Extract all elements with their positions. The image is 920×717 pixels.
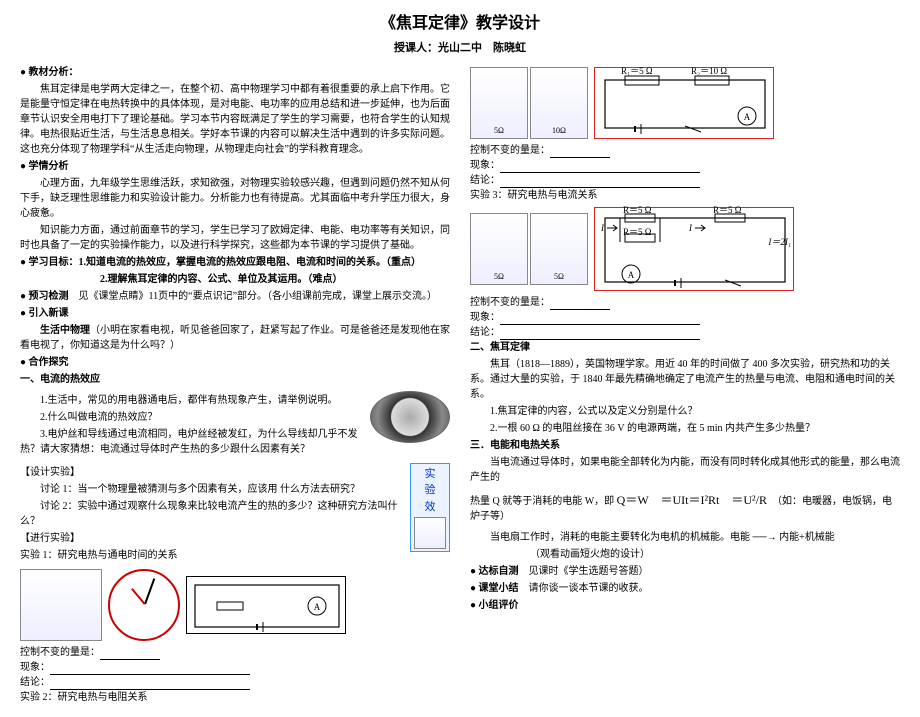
svg-text:A: A: [314, 602, 321, 612]
svg-text:A: A: [628, 270, 635, 280]
i-label-1: I: [601, 222, 604, 236]
right-column: 5Ω 10Ω A R₁＝5 Ω R₂＝10 Ω 控制不变的量是： 现象： 结论：…: [470, 63, 900, 705]
section-goal-2: 2.理解焦耳定律的内容、公式、单位及其运用。（难点）: [20, 272, 450, 287]
section-materials-h: ● 教材分析：: [20, 65, 450, 80]
discuss2: 讨论 2：实验中通过观察什么现象来比较电流产生的热的多少？这种研究方法叫什么？: [20, 499, 404, 529]
r1-label: R₁＝5 Ω: [621, 65, 653, 79]
fill-a2: 控制不变的量是：: [470, 143, 900, 158]
circuit-simple-svg: A: [187, 577, 347, 635]
fill-c1: 结论：: [20, 675, 450, 690]
expbox-l3: 效: [413, 499, 447, 516]
tube-r-2: 5Ω: [531, 271, 587, 283]
exp3: 实验 3：研究电热与电流关系: [470, 188, 900, 203]
joule-q1: 1.焦耳定律的内容，公式以及定义分别是什么？: [470, 404, 900, 419]
discuss1: 讨论 1：当一个物理量被猜测与多个因素有关，应该用 什么方法去研究？: [20, 482, 404, 497]
section-explore-sub: 一、电流的热效应: [20, 372, 450, 387]
q1: 1.生活中，常见的用电器通电后，都伴有热现象产生，请举例说明。: [20, 393, 364, 408]
design-label: 【设计实验】: [20, 465, 404, 480]
i2-label: I＝2I₁: [768, 236, 791, 250]
rel-p3: 当电扇工作时，消耗的电能主要转化为电机的机械能。电能 ──→ 内能+机械能: [470, 530, 900, 545]
rel-h: 三．电能和电热关系: [470, 438, 900, 453]
i-label-2: I: [689, 222, 692, 236]
r-label-2: R＝5 Ω: [623, 226, 651, 240]
page-title: 《焦耳定律》教学设计: [20, 12, 900, 36]
circuit-parallel: A R＝5 Ω R＝5 Ω R＝5 Ω I I I＝2I₁: [594, 207, 794, 291]
exp2: 实验 2：研究电热与电阻关系: [20, 690, 450, 705]
fill-a3: 控制不变的量是：: [470, 295, 900, 310]
end-2: ● 课堂小结 请你谈一谈本节课的收获。: [470, 581, 900, 596]
section-learners-p1: 心理方面，九年级学生思维活跃，求知欲强，对物理实验较感兴趣，但遇到问题仍然不知从…: [20, 176, 450, 221]
joule-p1: 焦耳（1818—1889），英国物理学家。用近 40 年的时间做了 400 多次…: [470, 357, 900, 402]
fill-b2: 现象：: [470, 158, 900, 173]
expbox-l1: 实: [413, 466, 447, 483]
section-goal: ● 学习目标：1.知道电流的热效应，掌握电流的热效应跟电阻、电流和时间的关系。（…: [20, 255, 450, 270]
tube-r-1: 10Ω: [531, 125, 587, 137]
expbox-l2: 验: [413, 482, 447, 499]
fill-a1: 控制不变的量是：: [20, 645, 450, 660]
section-materials-body: 焦耳定律是电学两大定律之一，在整个初、高中物理学习中都有着很重要的承上启下作用。…: [20, 82, 450, 157]
exp1: 实验 1：研究电热与通电时间的关系: [20, 548, 404, 563]
circuit-r1r2: A R₁＝5 Ω R₂＝10 Ω: [594, 67, 774, 139]
r-label-3: R＝5 Ω: [713, 204, 741, 218]
expbox-mini-tube: [414, 517, 446, 549]
end-1: ● 达标自测 见课时《学生选题号答题）: [470, 564, 900, 579]
joule-q2: 2.一根 60 Ω 的电阻丝接在 36 V 的电源两端，在 5 min 内共产生…: [470, 421, 900, 436]
rel-p1: 当电流通过导体时，如果电能全部转化为内能，而没有同时转化成其他形式的能量，那么电…: [470, 455, 900, 485]
r-label-1: R＝5 Ω: [623, 204, 651, 218]
section-intro-body: 生活中物理（小明在家看电视，听见爸爸回家了，赶紧写起了作业。可是爸爸还是发现他在…: [20, 323, 450, 353]
fill-c2: 结论：: [470, 173, 900, 188]
svg-text:A: A: [744, 112, 751, 122]
page-subtitle: 授课人：光山二中 陈晓虹: [20, 40, 900, 57]
tube-l-1: 5Ω: [471, 125, 527, 137]
q2: 2.什么叫做电流的热效应？: [20, 410, 364, 425]
circuit-simple: A: [186, 576, 346, 634]
r2-label: R₂＝10 Ω: [691, 65, 727, 79]
rel-p2: 热量 Q 就等于消耗的电能 W，即 Q＝W ＝UIt＝I²Rt ＝U²/R （如…: [470, 491, 900, 524]
tube-l-2: 5Ω: [471, 271, 527, 283]
u-tubes-pair-2: 5Ω 5Ω: [470, 213, 588, 285]
experiment-sidebar-box: 实 验 效: [410, 463, 450, 553]
section-preview: ● 预习检测 见《课堂点睛》11页中的“要点识记”部分。（各小组课前完成，课堂上…: [20, 289, 450, 304]
fill-c3: 结论：: [470, 325, 900, 340]
u-tube-img-1: [20, 569, 102, 641]
u-tubes-pair-1: 5Ω 10Ω: [470, 67, 588, 139]
circuit-parallel-svg: A: [595, 208, 795, 292]
section-intro-h: ● 引入新课: [20, 306, 450, 321]
left-column: ● 教材分析： 焦耳定律是电学两大定律之一，在整个初、高中物理学习中都有着很重要…: [20, 63, 450, 705]
section-learners-h: ● 学情分析: [20, 159, 450, 174]
coil-image: [370, 391, 450, 443]
circuit-r1r2-svg: A: [595, 68, 775, 140]
q3: 3.电炉丝和导线通过电流相同，电炉丝经被发红，为什么导线却几乎不发热？请大家猜想…: [20, 427, 364, 457]
rel-p4: （观看动画短火炮的设计）: [470, 547, 900, 562]
fill-b3: 现象：: [470, 310, 900, 325]
section-learners-p2: 知识能力方面，通过前面章节的学习，学生已学习了欧姆定律、电能、电功率等有关知识，…: [20, 223, 450, 253]
joule-h: 二、焦耳定律: [470, 340, 900, 355]
do-exp: 【进行实验】: [20, 531, 404, 546]
end-3: ● 小组评价: [470, 598, 900, 613]
section-explore-h: ● 合作探究: [20, 355, 450, 370]
stopwatch-img: [108, 569, 180, 641]
fill-b1: 现象：: [20, 660, 450, 675]
